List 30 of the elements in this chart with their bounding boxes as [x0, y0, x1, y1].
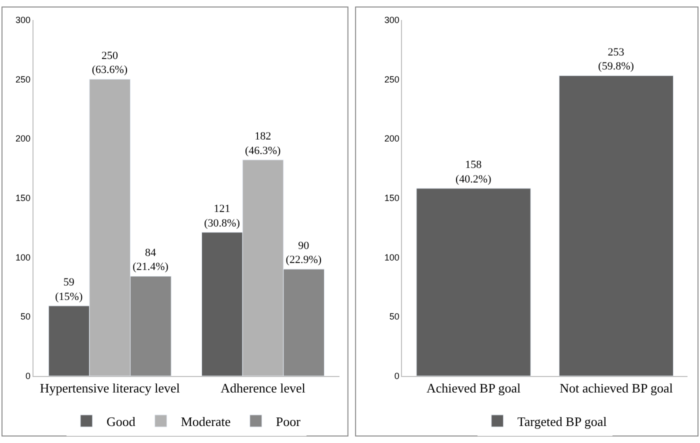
- data-label: 84 (21.4%): [132, 246, 169, 274]
- legend-label: Poor: [276, 414, 302, 430]
- y-tick-label: 100: [15, 252, 31, 262]
- data-label: 90 (22.9%): [286, 240, 322, 266]
- y-tick-label: 150: [384, 193, 400, 204]
- x-tick-label: Hypertensive literacy level: [40, 380, 180, 396]
- legend-label: Good: [106, 414, 136, 430]
- y-tick-label: 200: [15, 134, 31, 144]
- data-label: 182 (46.3%): [244, 130, 282, 157]
- y-tick-label: 100: [384, 252, 400, 262]
- y-tick-label: 50: [20, 312, 31, 322]
- data-label: 250 (63.6%): [92, 50, 128, 76]
- y-tick-label: 300: [15, 15, 31, 26]
- y-tick-label: 50: [389, 312, 400, 322]
- x-tick-label: Adherence level: [220, 380, 306, 396]
- data-label: 158 (40.2%): [456, 159, 492, 186]
- y-tick-label: 0: [394, 371, 400, 382]
- data-label: 121 (30.8%): [204, 203, 240, 230]
- data-label: 253 (59.8%): [598, 46, 634, 73]
- y-tick-label: 250: [384, 74, 400, 84]
- data-label: 59 (15%): [55, 276, 83, 303]
- y-tick-label: 250: [15, 74, 31, 84]
- legend-label: Targeted BP goal: [517, 414, 608, 430]
- x-tick-label: Not achieved BP goal: [560, 380, 674, 396]
- x-tick-label: Achieved BP goal: [426, 380, 521, 396]
- legend-label: Moderate: [180, 414, 231, 430]
- y-tick-label: 0: [26, 371, 31, 382]
- y-tick-label: 200: [384, 134, 400, 144]
- y-tick-label: 150: [15, 193, 31, 204]
- y-tick-label: 300: [384, 15, 400, 26]
